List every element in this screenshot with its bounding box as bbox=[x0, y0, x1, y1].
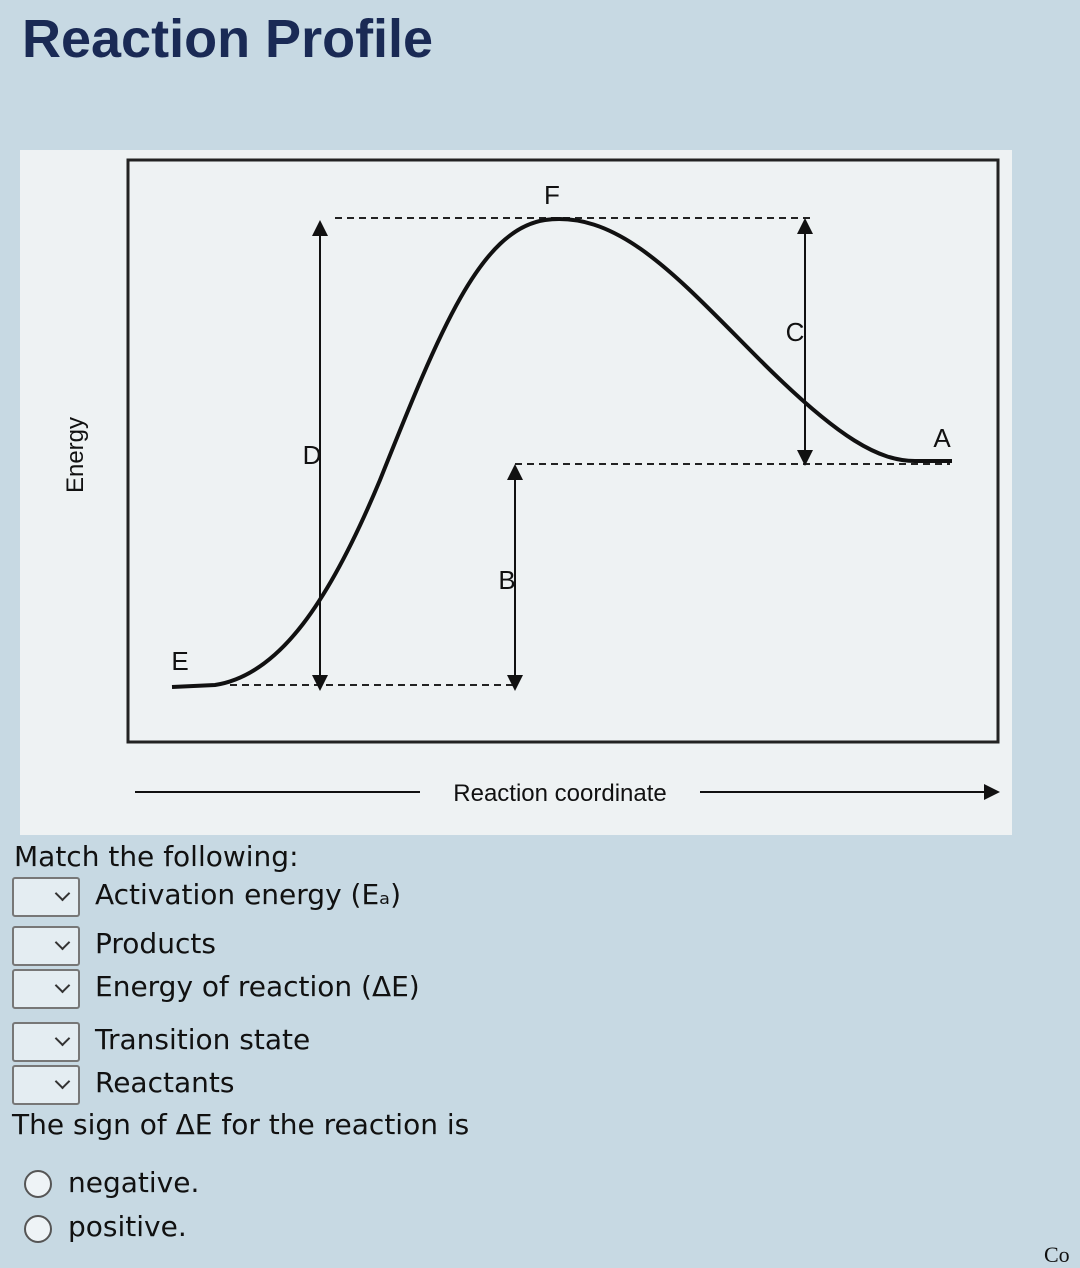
option-label: positive. bbox=[68, 1210, 187, 1243]
cutoff-text: Co bbox=[1044, 1242, 1070, 1267]
match-select[interactable] bbox=[12, 877, 80, 917]
match-select[interactable] bbox=[12, 1065, 80, 1105]
plot-frame bbox=[126, 158, 1000, 744]
match-item: Products bbox=[95, 927, 216, 960]
radio[interactable] bbox=[24, 1215, 52, 1243]
label-e: E bbox=[171, 646, 188, 676]
radio[interactable] bbox=[24, 1170, 52, 1198]
label-c: C bbox=[786, 317, 805, 347]
x-axis-label: Reaction coordinate bbox=[453, 780, 666, 807]
match-select[interactable] bbox=[12, 1022, 80, 1062]
match-item: Transition state bbox=[95, 1023, 311, 1056]
match-item: Activation energy (Eₐ) bbox=[95, 878, 402, 911]
match-select[interactable] bbox=[12, 926, 80, 966]
dashed-levels bbox=[230, 217, 950, 686]
sign-prompt: The sign of ΔE for the reaction is bbox=[12, 1108, 470, 1141]
page-title: Reaction Profile bbox=[22, 9, 434, 69]
label-d: D bbox=[303, 440, 322, 470]
match-prompt: Match the following: bbox=[14, 840, 299, 873]
option-label: negative. bbox=[68, 1166, 200, 1199]
match-select[interactable] bbox=[12, 969, 80, 1009]
match-item: Energy of reaction (ΔE) bbox=[95, 970, 420, 1003]
label-f: F bbox=[544, 180, 560, 210]
label-b: B bbox=[498, 565, 515, 595]
match-item: Reactants bbox=[95, 1066, 235, 1099]
energy-curve bbox=[171, 217, 952, 689]
reaction-diagram: D B C A F E Reaction coordinate Energy bbox=[20, 150, 1012, 835]
arrows bbox=[135, 218, 1000, 800]
label-a: A bbox=[933, 423, 951, 453]
y-axis-label: Energy bbox=[62, 417, 89, 493]
